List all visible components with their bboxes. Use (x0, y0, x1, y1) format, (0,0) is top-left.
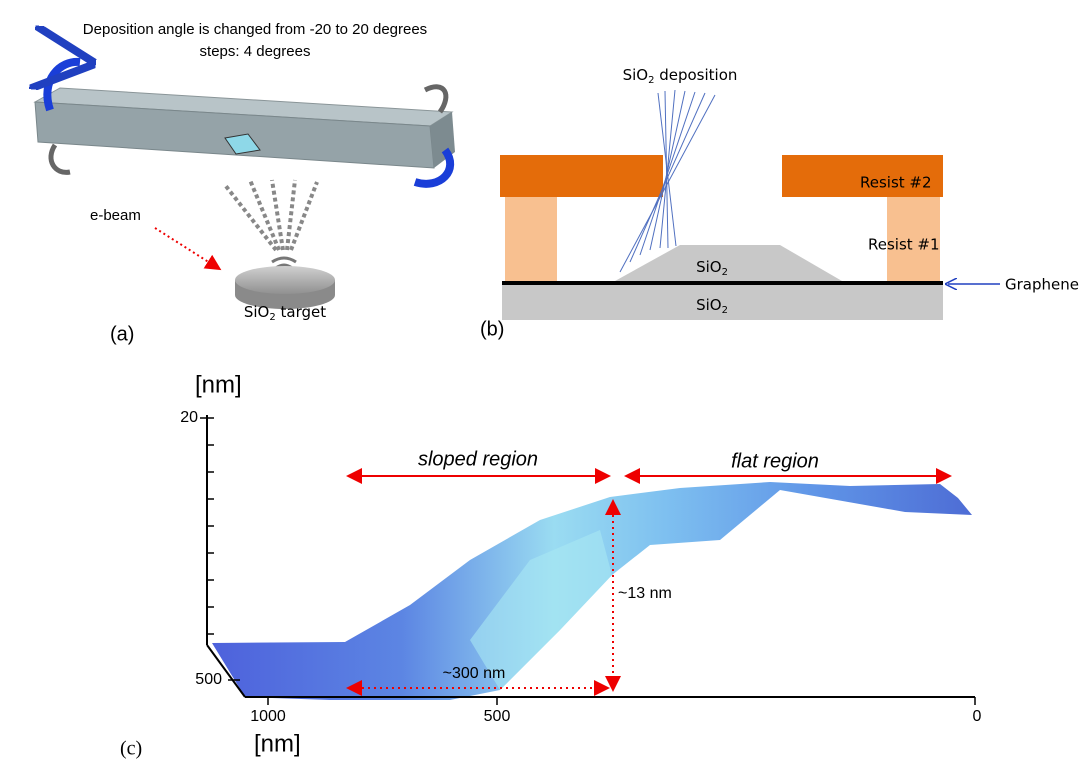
panel-label: (a) (110, 323, 134, 345)
panel-a: Deposition angle is changed from -20 to … (35, 21, 455, 345)
label: SiO2 target (244, 303, 326, 324)
tick-label: 500 (195, 671, 222, 688)
annotation: flat region (731, 450, 819, 472)
annotation: ~300 nm (443, 665, 506, 682)
tick-label: 1000 (250, 708, 286, 725)
panel-c: sloped region flat region ~13 nm ~300 nm… (120, 371, 982, 759)
beam-arrow (155, 228, 218, 268)
panel-label: (b) (480, 318, 504, 340)
panel-b: SiO2 deposition Resist #2 Resist #1 SiO2… (480, 66, 1079, 341)
label: Graphene (1005, 276, 1079, 294)
tick-label: 500 (484, 708, 511, 725)
annotation: ~13 nm (618, 585, 672, 602)
deposited-layer (615, 245, 842, 281)
tick-label: 20 (180, 409, 198, 426)
rotation-arrow (425, 87, 446, 112)
resist-2 (500, 155, 663, 197)
label: e-beam (90, 207, 141, 224)
title: Deposition angle is changed from -20 to … (83, 21, 427, 38)
label: Resist #2 (860, 174, 932, 192)
panel-label: (c) (120, 738, 142, 760)
figure: Deposition angle is changed from -20 to … (0, 0, 1090, 769)
rotation-arrow (51, 145, 70, 172)
vapor-plume (225, 180, 317, 250)
label: SiO2 deposition (623, 66, 738, 87)
target-top (235, 266, 335, 294)
label: Resist #1 (868, 236, 940, 254)
axis-unit: [nm] (195, 371, 242, 398)
subtitle: steps: 4 degrees (200, 43, 311, 60)
annotation: sloped region (418, 448, 538, 470)
tick-label: 0 (973, 708, 982, 725)
axis-unit: [nm] (254, 730, 301, 757)
resist-1 (505, 197, 557, 281)
